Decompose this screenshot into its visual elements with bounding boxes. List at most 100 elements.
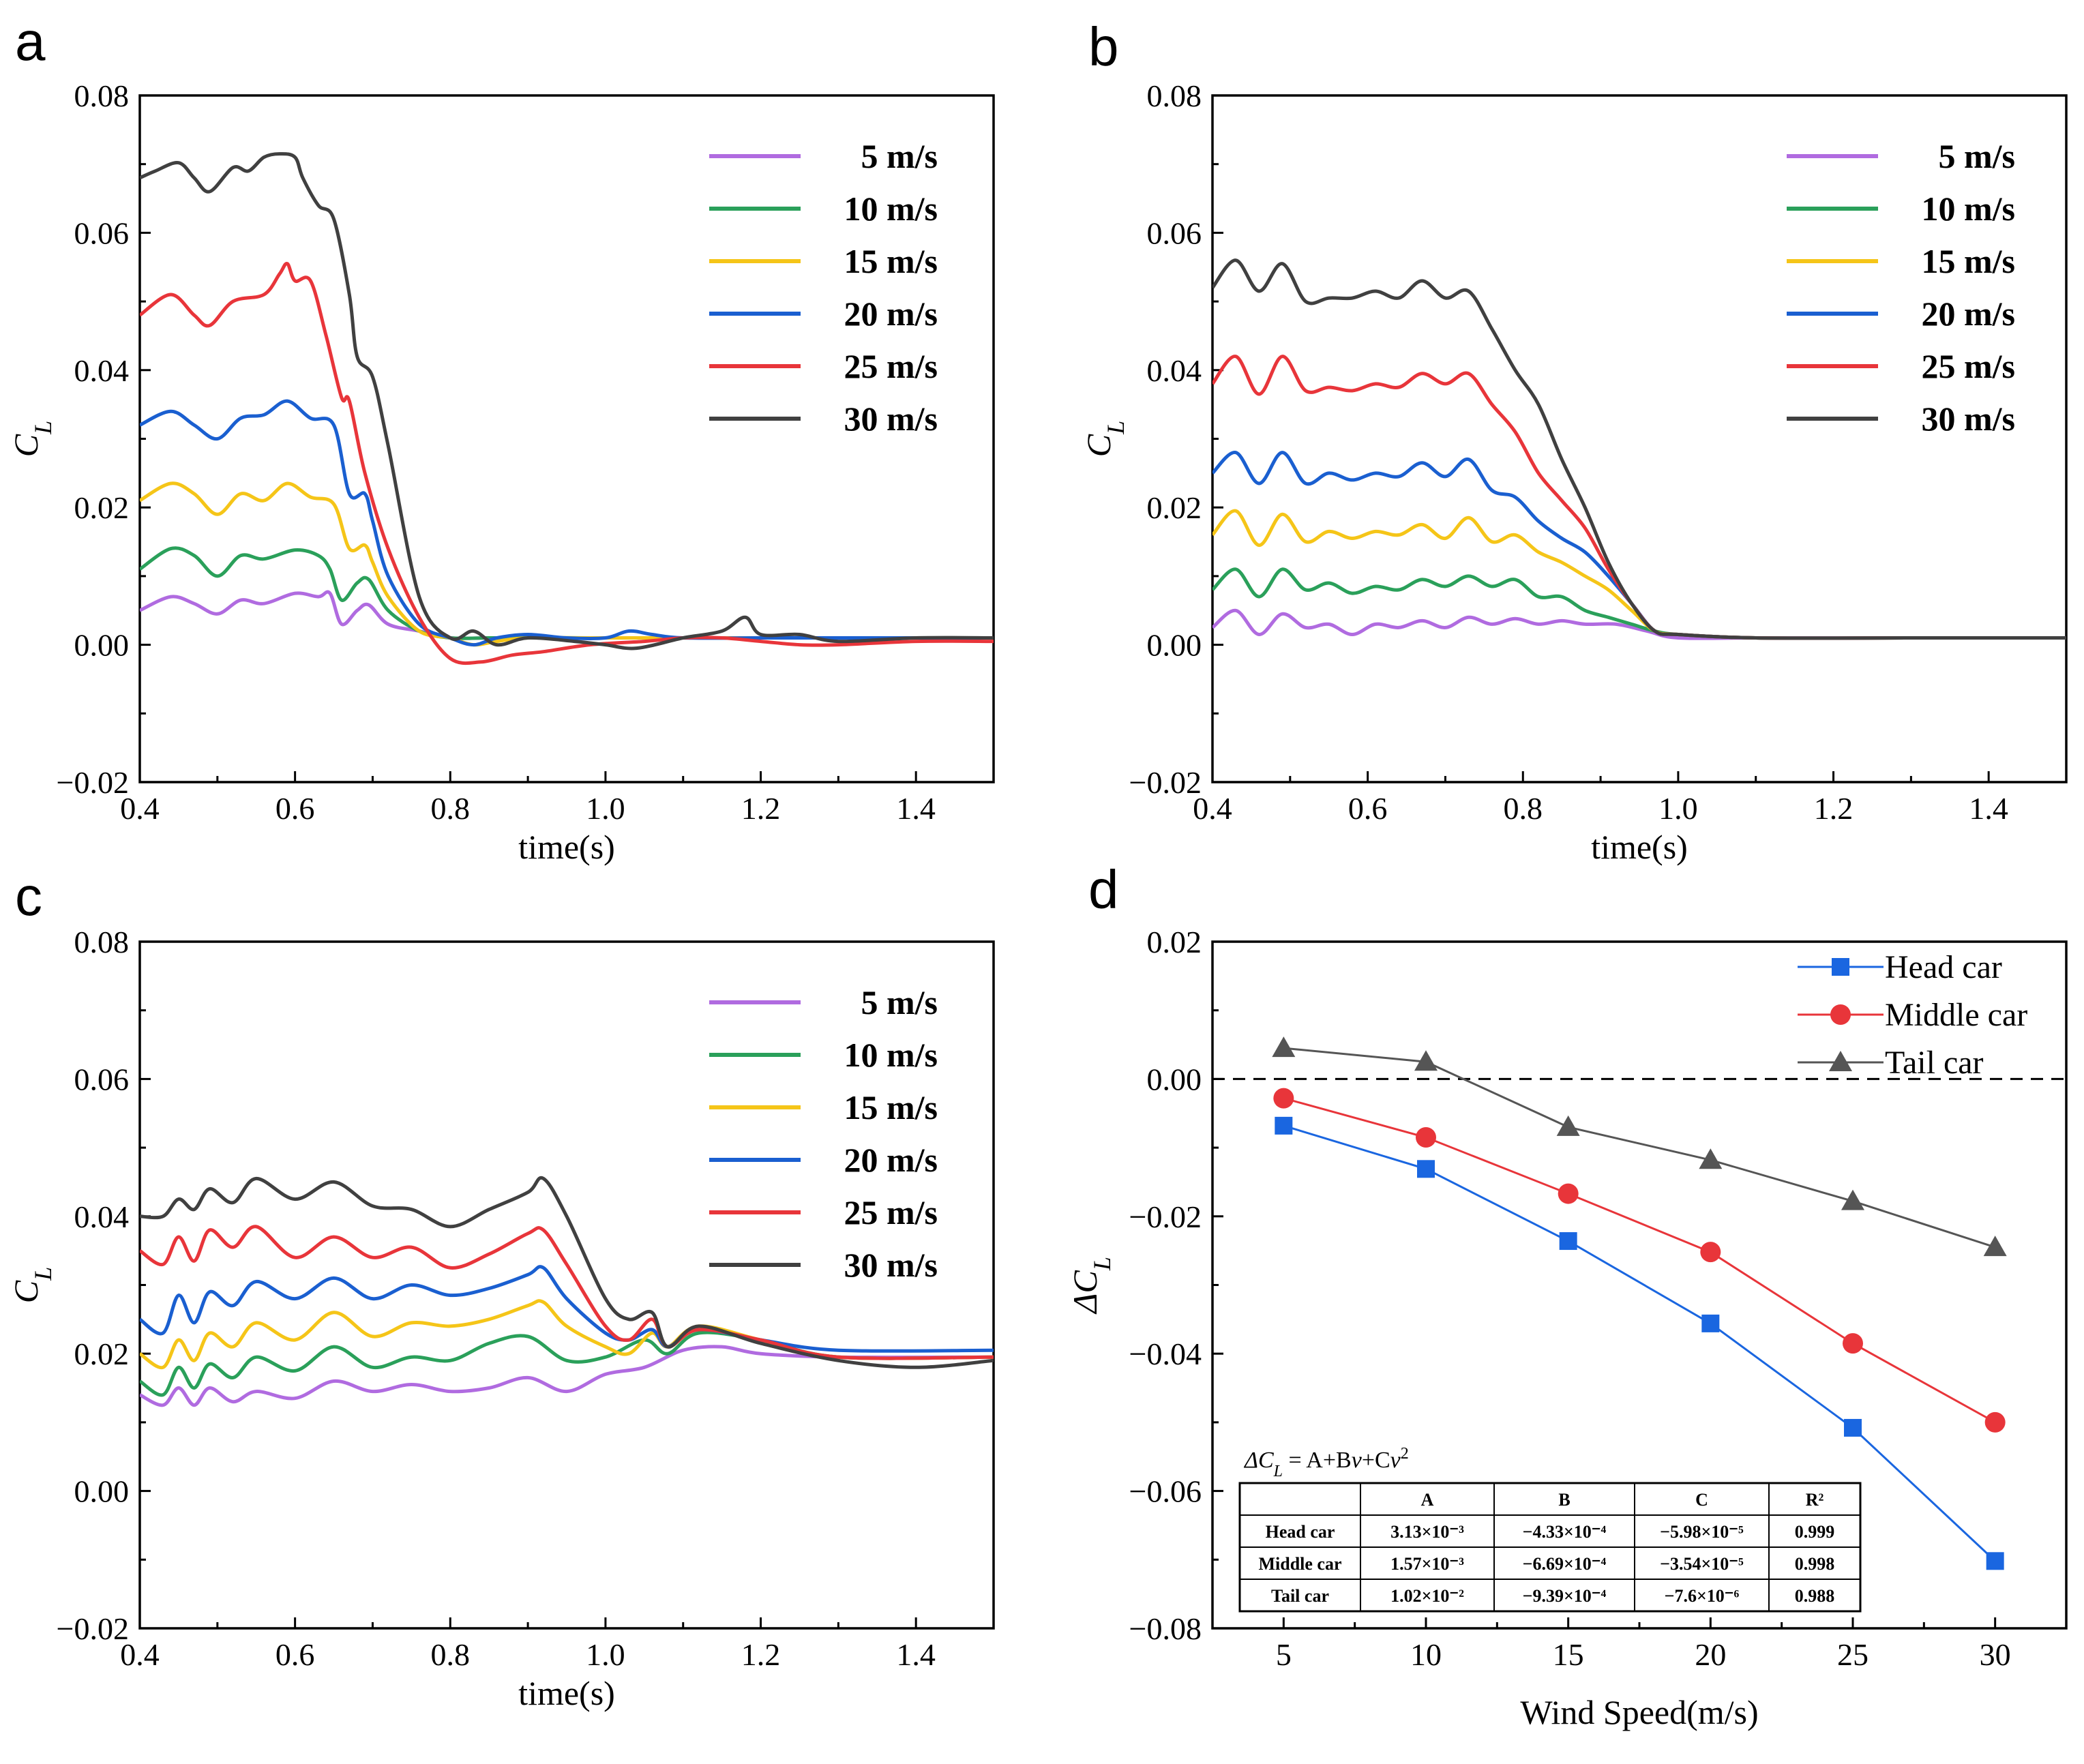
legend-label: Tail car	[1885, 1045, 1984, 1081]
y-axis-title-main: ΔC	[1066, 1270, 1104, 1315]
legend-label: 20 m/s	[844, 1141, 938, 1179]
x-tick-label: 1.4	[1969, 791, 2008, 826]
data-point-middle-car	[1416, 1126, 1436, 1148]
legend-label: 15 m/s	[844, 242, 938, 280]
data-point-tail-car	[1556, 1115, 1580, 1136]
y-axis-title-d: ΔCL	[1066, 1257, 1116, 1315]
legend-label: Middle car	[1885, 997, 2027, 1033]
y-tick-label: −0.02	[57, 1611, 129, 1646]
series-line-middle-car	[1283, 1097, 1996, 1424]
y-axis-title-main: C	[7, 1280, 45, 1303]
legend-label: 30 m/s	[844, 400, 938, 438]
data-point-head-car	[1275, 1116, 1293, 1135]
plot-area-c: 0.4 0.6 0.8 1.0 1.2 1.4 −0.02 0.00 0.02 0.04 0.06 0…	[7, 925, 995, 1712]
legend-label: 15 m/s	[844, 1088, 938, 1126]
fit-table-cell: −6.69×10⁻⁴	[1523, 1554, 1607, 1574]
fit-table-header: B	[1558, 1490, 1570, 1510]
y-tick-label: −0.06	[1129, 1474, 1202, 1509]
fit-table-cell: −7.6×10⁻⁶	[1665, 1586, 1740, 1606]
legend-label: 5 m/s	[861, 137, 938, 175]
series-line-5-m-s	[140, 590, 994, 640]
y-tick-label: −0.02	[1129, 765, 1202, 800]
y-axis-title-b: CL	[1080, 421, 1129, 457]
formula-part: ΔC	[1243, 1448, 1274, 1473]
y-tick-label: 0.08	[74, 78, 130, 113]
legend-marker	[1830, 1004, 1851, 1025]
series-group-a	[140, 152, 994, 666]
data-point-head-car	[1701, 1314, 1720, 1332]
x-tick-label: 0.6	[276, 1637, 315, 1672]
x-tick-label: 0.6	[276, 791, 315, 826]
legend-label: 20 m/s	[1922, 295, 2016, 333]
plot-area-d: 5 10 15 20 25 30 −0.08 −0.06 −0.04 −0.02 0.00 0.02 W…	[1066, 925, 2068, 1731]
x-tick-label: 1.0	[586, 1637, 625, 1672]
axes-frame-d	[1211, 940, 2068, 1630]
series-line-30-m-s	[140, 1176, 994, 1369]
y-axis-title-subscript: L	[1102, 421, 1129, 435]
series-line-30-m-s	[140, 152, 994, 651]
y-tick-label: 0.00	[74, 628, 130, 663]
formula-part: L	[1273, 1463, 1283, 1480]
y-axis-title-main: C	[7, 434, 45, 457]
data-point-head-car	[1417, 1160, 1435, 1178]
x-tick-label: 0.4	[120, 791, 160, 826]
series-line-head-car	[1283, 1124, 1996, 1562]
data-point-tail-car	[1414, 1050, 1438, 1071]
fit-table-cell: 0.988	[1795, 1586, 1835, 1606]
y-tick-label: 0.00	[1147, 1062, 1202, 1096]
panel-c: c 0.4 0.6 0.8 1.0 1.2 1.4 −0.02 0.00 0.02 0.04 0.0…	[7, 866, 995, 1712]
x-tick-label: 10	[1410, 1637, 1442, 1672]
y-axis-title-c: CL	[7, 1267, 57, 1303]
formula-part: +C	[1362, 1448, 1390, 1473]
legend-label: 20 m/s	[844, 295, 938, 333]
panel-label-a: a	[15, 11, 46, 72]
panel-label-c: c	[15, 866, 42, 927]
y-tick-label: 0.00	[1147, 628, 1202, 663]
y-tick-label: 0.02	[1147, 490, 1202, 525]
data-point-head-car	[1986, 1552, 2004, 1570]
fit-formula: ΔCL = A+Bv+Cv2	[1243, 1445, 1409, 1480]
series-line-25-m-s	[140, 1225, 994, 1360]
fit-table-cell: 1.02×10⁻²	[1390, 1586, 1464, 1606]
x-tick-label: 0.8	[431, 791, 471, 826]
series-group-c	[140, 1176, 994, 1407]
x-tick-label: 0.8	[1504, 791, 1543, 826]
panel-label-b: b	[1088, 16, 1119, 77]
fit-table-cell: −4.33×10⁻⁴	[1523, 1522, 1607, 1542]
y-tick-label: 0.06	[74, 1062, 130, 1096]
y-tick-label: −0.04	[1129, 1336, 1202, 1371]
y-tick-label: 0.00	[74, 1474, 130, 1509]
data-point-tail-car	[1841, 1189, 1864, 1210]
series-line-15-m-s	[140, 481, 994, 647]
panel-b: b 0.4 0.6 0.8 1.0 1.2 1.4 −0.02 0.00 0.02 0.04 0.0…	[1080, 16, 2068, 866]
x-tick-label: 1.0	[586, 791, 625, 826]
data-point-middle-car	[1984, 1411, 2006, 1433]
data-point-tail-car	[1983, 1236, 2007, 1257]
legend-label: 10 m/s	[1922, 190, 2016, 228]
fit-table-cell: 0.999	[1795, 1522, 1835, 1542]
series-line-20-m-s	[1212, 451, 2066, 640]
series-group-b	[1212, 258, 2066, 640]
data-point-tail-car	[1699, 1148, 1723, 1169]
data-point-head-car	[1559, 1232, 1577, 1251]
x-tick-label: 1.0	[1658, 791, 1698, 826]
series-line-15-m-s	[1212, 509, 2066, 640]
formula-part: v	[1390, 1448, 1401, 1473]
axes-frame-a	[138, 94, 995, 783]
data-point-middle-car	[1273, 1088, 1294, 1109]
y-axis-title-subscript: L	[29, 421, 57, 435]
legend-label: 25 m/s	[844, 347, 938, 385]
series-line-25-m-s	[1212, 355, 2066, 640]
fit-table-cell: 0.998	[1795, 1554, 1835, 1574]
x-tick-label: 5	[1276, 1637, 1292, 1672]
panel-label-d: d	[1088, 859, 1119, 920]
y-tick-label: 0.02	[74, 1336, 130, 1371]
y-tick-label: 0.02	[74, 490, 130, 525]
legend-label: 10 m/s	[844, 190, 938, 228]
y-tick-label: 0.08	[1147, 78, 1202, 113]
x-axis-title-a: time(s)	[518, 828, 615, 866]
y-tick-label: −0.08	[1129, 1611, 1202, 1646]
fit-table-cell: Middle car	[1258, 1554, 1341, 1574]
x-tick-label: 1.2	[741, 791, 781, 826]
y-axis-title-subscript: L	[1088, 1257, 1116, 1271]
